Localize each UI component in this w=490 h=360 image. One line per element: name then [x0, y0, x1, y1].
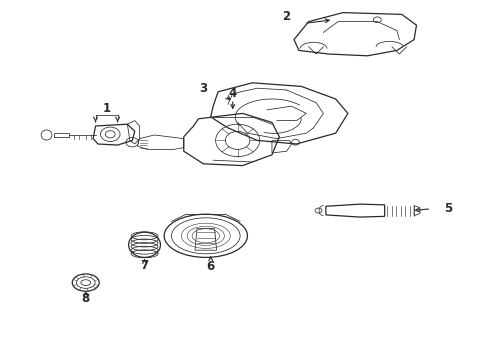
Text: 1: 1	[102, 102, 111, 115]
Text: 4: 4	[229, 87, 237, 100]
Text: 2: 2	[283, 10, 291, 23]
Text: 8: 8	[82, 292, 90, 305]
Text: 5: 5	[444, 202, 452, 215]
Text: 7: 7	[141, 259, 148, 272]
Text: 6: 6	[207, 260, 215, 273]
Text: 3: 3	[199, 82, 207, 95]
